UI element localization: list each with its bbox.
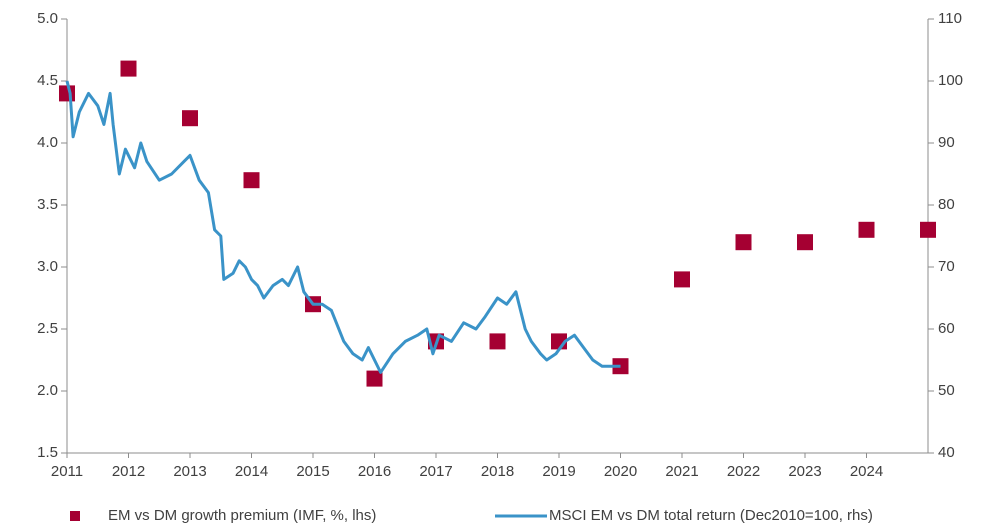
y-tick-label: 5.0	[37, 10, 58, 27]
y2-tick-label: 90	[938, 134, 955, 151]
legend-swatch	[70, 511, 80, 521]
y2-tick-label: 40	[938, 444, 955, 461]
y2-tick-label: 60	[938, 320, 955, 337]
y2-tick-label: 70	[938, 258, 955, 275]
x-tick-label: 2020	[604, 463, 637, 480]
x-tick-label: 2017	[419, 463, 452, 480]
x-tick-label: 2014	[235, 463, 268, 480]
x-tick-label: 2021	[665, 463, 698, 480]
x-tick-label: 2022	[727, 463, 760, 480]
x-tick-label: 2024	[850, 463, 883, 480]
x-tick-label: 2018	[481, 463, 514, 480]
y-tick-label: 1.5	[37, 444, 58, 461]
point	[674, 271, 690, 288]
point	[120, 60, 137, 77]
point	[735, 234, 752, 251]
point	[858, 221, 875, 238]
x-tick-label: 2013	[173, 463, 206, 480]
point	[920, 221, 936, 238]
x-tick-label: 2011	[51, 463, 83, 480]
x-tick-label: 2012	[112, 463, 145, 480]
y-tick-label: 4.0	[37, 134, 58, 151]
y-tick-label: 3.5	[37, 196, 58, 213]
y2-tick-label: 50	[938, 382, 955, 399]
point	[797, 234, 813, 251]
y-tick-label: 2.5	[37, 320, 58, 337]
legend-label: MSCI EM vs DM total return (Dec2010=100,…	[549, 507, 873, 524]
y2-tick-label: 110	[938, 10, 962, 27]
x-tick-label: 2015	[296, 463, 329, 480]
point	[243, 172, 260, 189]
y-tick-label: 4.5	[37, 72, 58, 89]
point	[182, 110, 198, 127]
line	[65, 80, 621, 374]
point	[489, 333, 506, 350]
y-tick-label: 2.0	[37, 382, 58, 399]
x-tick-label: 2019	[542, 463, 575, 480]
legend-label: EM vs DM growth premium (IMF, %, lhs)	[108, 507, 376, 524]
x-tick-label: 2016	[358, 463, 391, 480]
x-tick-label: 2023	[788, 463, 821, 480]
point	[59, 85, 75, 102]
point	[366, 370, 383, 387]
y2-tick-label: 100	[938, 72, 963, 89]
y-tick-label: 3.0	[37, 258, 58, 275]
y2-tick-label: 80	[938, 196, 955, 213]
